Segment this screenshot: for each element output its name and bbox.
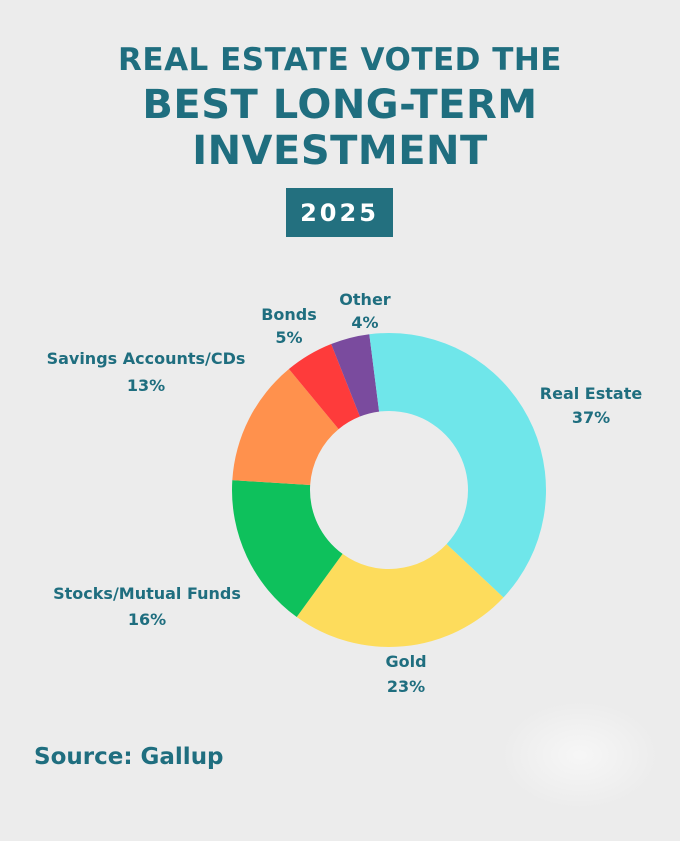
slice-remainder (369, 333, 389, 412)
slice-stocks-mutual-funds (232, 480, 343, 618)
source-credit: Source: Gallup (34, 744, 224, 770)
slice-real-estate (389, 333, 546, 598)
value-bonds: 5% (275, 328, 302, 347)
label-stocks-mutual-funds: Stocks/Mutual Funds (53, 584, 241, 603)
label-other: Other (339, 290, 390, 309)
label-real-estate: Real Estate (540, 384, 643, 403)
chart-slices (232, 333, 546, 647)
year-badge: 2025 (286, 188, 393, 237)
title-line-1: REAL ESTATE VOTED THE (118, 42, 562, 78)
year-text: 2025 (300, 198, 379, 227)
title-line-2: BEST LONG-TERM (142, 82, 538, 128)
slice-other (331, 334, 380, 417)
value-gold: 23% (387, 677, 425, 696)
label-bonds: Bonds (261, 305, 317, 324)
value-savings-accounts-cds: 13% (127, 376, 165, 395)
value-stocks-mutual-funds: 16% (128, 610, 166, 629)
slice-gold (296, 544, 504, 647)
decorative-glow (500, 700, 660, 810)
label-gold: Gold (385, 652, 426, 671)
chart-labels: Real Estate 37% Gold 23% Stocks/Mutual Funds… (47, 290, 643, 696)
value-real-estate: 37% (572, 408, 610, 427)
label-savings-accounts-cds: Savings Accounts/CDs (47, 349, 246, 368)
slice-savings-accounts-cds (232, 369, 339, 486)
title-line-3: INVESTMENT (192, 128, 488, 174)
slice-bonds (288, 344, 360, 430)
value-other: 4% (351, 313, 378, 332)
